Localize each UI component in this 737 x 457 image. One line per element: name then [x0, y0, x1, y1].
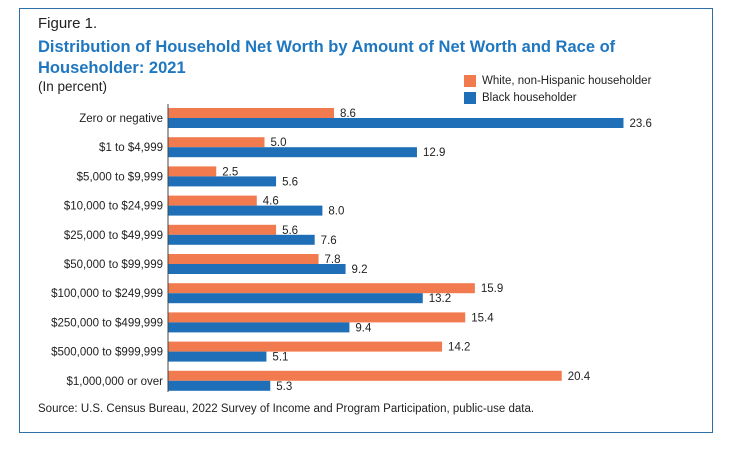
bar-white: [168, 195, 257, 206]
bar-black: [168, 351, 267, 362]
bar-black: [168, 205, 323, 216]
category-label: $25,000 to $49,999: [64, 230, 163, 242]
category-label: $250,000 to $499,999: [51, 317, 163, 329]
bar-white: [168, 137, 265, 148]
data-label: 8.0: [328, 206, 344, 218]
data-label: 15.9: [481, 283, 503, 295]
category-label: $100,000 to $249,999: [51, 288, 163, 300]
data-label: 14.2: [448, 342, 470, 354]
data-label: 2.5: [222, 166, 238, 178]
bar-black: [168, 176, 277, 187]
figure-frame: [19, 8, 713, 433]
data-label: 12.9: [423, 147, 445, 159]
legend-label-white: White, non-Hispanic householder: [482, 74, 652, 87]
category-label: $1 to $4,999: [99, 142, 163, 154]
data-label: 5.1: [272, 352, 288, 364]
data-label: 8.6: [340, 108, 356, 120]
bar-black: [168, 264, 346, 274]
data-label: 5.0: [271, 137, 287, 149]
bar-white: [168, 108, 334, 118]
legend-item-black: Black householder: [464, 89, 651, 106]
chart-title: Distribution of Household Net Worth by A…: [38, 38, 616, 77]
source-note: Source: U.S. Census Bureau, 2022 Survey …: [38, 403, 535, 415]
bar-white: [168, 224, 277, 235]
bar-black: [168, 322, 350, 333]
bar-black: [168, 293, 423, 304]
bar-white: [168, 254, 319, 264]
data-label: 9.4: [355, 322, 372, 334]
legend: White, non-Hispanic householder Black ho…: [464, 72, 651, 106]
data-label: 7.6: [321, 235, 337, 247]
category-label: $1,000,000 or over: [66, 376, 163, 388]
data-label: 13.2: [429, 293, 451, 305]
category-label: $5,000 to $9,999: [77, 171, 163, 183]
chart-subtitle: (In percent): [38, 79, 108, 94]
bar-black: [168, 118, 624, 128]
bar-white: [168, 370, 562, 381]
bar-black: [168, 234, 315, 245]
bar-white: [168, 166, 217, 177]
data-label: 23.6: [629, 118, 651, 130]
data-label: 9.2: [352, 264, 368, 276]
bar-white: [168, 312, 466, 323]
bar-white: [168, 341, 443, 352]
data-label: 5.6: [282, 225, 298, 237]
legend-item-white: White, non-Hispanic householder: [464, 72, 651, 89]
data-label: 5.3: [276, 381, 292, 393]
data-label: 4.6: [263, 196, 279, 208]
data-label: 5.6: [282, 176, 298, 188]
legend-label-black: Black householder: [482, 91, 577, 104]
bar-black: [168, 147, 417, 158]
category-label: Zero or negative: [79, 113, 163, 125]
bar-white: [168, 283, 475, 294]
data-label: 20.4: [568, 371, 591, 383]
data-label: 15.4: [471, 312, 494, 324]
data-label: 7.8: [325, 254, 341, 266]
legend-swatch-white: [464, 74, 476, 87]
legend-swatch-black: [464, 91, 476, 104]
category-label: $10,000 to $24,999: [64, 201, 163, 213]
category-label: $500,000 to $999,999: [51, 347, 163, 359]
figure-label: Figure 1.: [38, 15, 98, 32]
category-label: $50,000 to $99,999: [64, 259, 163, 271]
bar-black: [168, 380, 271, 391]
